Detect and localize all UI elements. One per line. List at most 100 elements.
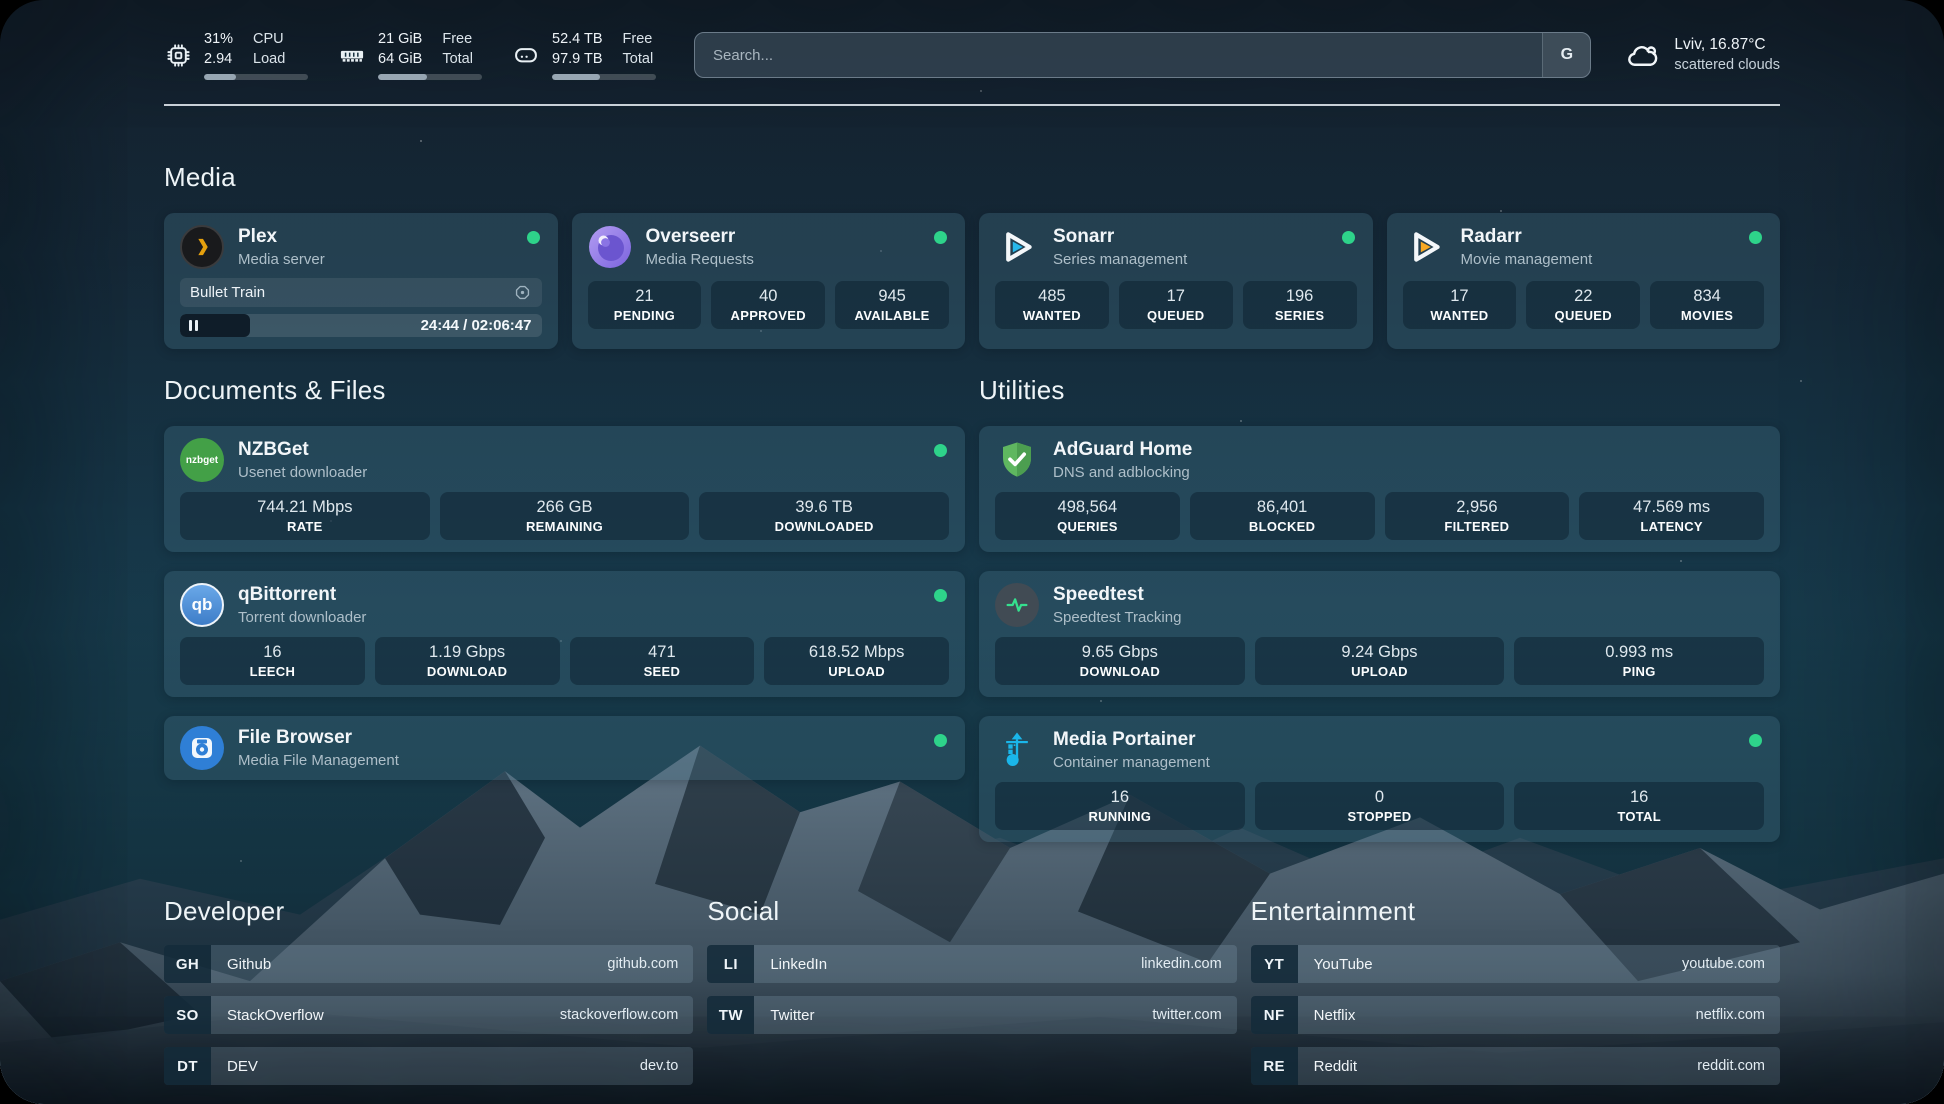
status-online-dot xyxy=(1341,231,1355,245)
bookmark-abbr: DT xyxy=(164,1047,211,1086)
filebrowser-card[interactable]: File Browser Media File Management xyxy=(164,716,965,781)
search-bar: G xyxy=(694,32,1592,79)
utilities-section-title: Utilities xyxy=(979,375,1065,406)
bookmark-linkedin[interactable]: LI LinkedIn linkedin.com xyxy=(707,945,1237,984)
stat-box: 16 RUNNING xyxy=(995,782,1245,831)
memory-progressbar xyxy=(378,74,482,81)
overseerr-card[interactable]: Overseerr Media Requests 21 PENDING 40 APP… xyxy=(571,213,965,350)
weather-condition: scattered clouds xyxy=(1674,56,1780,73)
stat-box: 471 SEED xyxy=(569,637,755,686)
developer-group: Developer GH Github github.com SO StackO… xyxy=(164,896,694,1098)
bookmark-url: stackoverflow.com xyxy=(559,1007,679,1024)
now-playing-title: Bullet Train xyxy=(190,284,266,302)
stat-box: 1.19 Gbps DOWNLOAD xyxy=(374,637,560,686)
memory-icon xyxy=(338,41,366,69)
memory-values: 21 GiB 64 GiB xyxy=(378,31,423,67)
playback-time: 24:44 / 02:06:47 xyxy=(420,317,532,335)
stat-box: 498,564 QUERIES xyxy=(995,492,1180,541)
cpu-stat: 31% 2.94 CPU Load xyxy=(164,30,308,81)
storage-stat: 52.4 TB 97.9 TB Free Total xyxy=(512,30,656,81)
search-engine-button[interactable]: G xyxy=(1542,33,1591,78)
radarr-card[interactable]: Radarr Movie management 17 WANTED 22 QUEUE… xyxy=(1386,213,1780,350)
stat-box: 196 SERIES xyxy=(1242,281,1357,330)
header-divider xyxy=(164,104,1780,107)
sonarr-icon xyxy=(995,225,1039,269)
filebrowser-icon xyxy=(180,726,224,771)
plex-card[interactable]: Plex Media server Bullet Train xyxy=(164,213,558,350)
app-subtitle: Torrent downloader xyxy=(238,609,367,627)
app-title: Radarr xyxy=(1460,226,1522,248)
speedtest-icon xyxy=(995,583,1039,628)
entertainment-group-title: Entertainment xyxy=(1250,896,1416,927)
app-subtitle: Speedtest Tracking xyxy=(1053,609,1182,627)
weather-widget: Lviv, 16.87°C scattered clouds xyxy=(1625,35,1780,75)
app-subtitle: Container management xyxy=(1053,754,1210,772)
bookmark-netflix[interactable]: NF Netflix netflix.com xyxy=(1250,996,1780,1035)
plex-icon xyxy=(180,225,224,270)
now-playing-row: Bullet Train xyxy=(180,278,542,308)
bookmark-twitter[interactable]: TW Twitter twitter.com xyxy=(707,996,1237,1035)
session-octagon-icon[interactable] xyxy=(513,283,532,302)
stat-box: 834 MOVIES xyxy=(1650,281,1764,330)
portainer-card[interactable]: Media Portainer Container management 16 R… xyxy=(979,716,1780,843)
social-group: Social LI LinkedIn linkedin.com TW Twitt… xyxy=(707,896,1237,1098)
nzbget-icon: nzbget xyxy=(180,438,224,483)
cpu-icon xyxy=(164,41,192,69)
qbittorrent-icon: qb xyxy=(180,583,224,628)
stat-box: 47.569 ms LATENCY xyxy=(1579,492,1764,541)
adguard-card[interactable]: AdGuard Home DNS and adblocking 498,564 Q… xyxy=(979,426,1780,553)
app-title: Plex xyxy=(238,226,278,248)
bookmark-reddit[interactable]: RE Reddit reddit.com xyxy=(1250,1047,1780,1086)
entertainment-group: Entertainment YT YouTube youtube.com NF … xyxy=(1250,896,1780,1098)
sonarr-card[interactable]: Sonarr Series management 485 WANTED 17 QUE… xyxy=(979,213,1373,350)
bookmark-github[interactable]: GH Github github.com xyxy=(164,945,694,984)
status-online-dot xyxy=(526,231,540,245)
stat-box: 16 LEECH xyxy=(180,637,365,686)
bookmark-abbr: LI xyxy=(707,945,755,984)
bookmark-stackoverflow[interactable]: SO StackOverflow stackoverflow.com xyxy=(164,996,694,1035)
bookmark-abbr: YT xyxy=(1250,945,1298,984)
social-group-title: Social xyxy=(707,896,780,927)
bookmark-name: Twitter xyxy=(770,1006,815,1024)
bookmark-name: DEV xyxy=(227,1057,258,1075)
speedtest-card[interactable]: Speedtest Speedtest Tracking 9.65 Gbps DO… xyxy=(979,571,1780,698)
memory-labels: Free Total xyxy=(442,31,473,67)
stat-box: 86,401 BLOCKED xyxy=(1189,492,1375,541)
weather-location-temp: Lviv, 16.87°C xyxy=(1674,35,1766,53)
bookmark-abbr: TW xyxy=(707,996,755,1035)
stat-box: 17 QUEUED xyxy=(1118,281,1233,330)
bookmark-dev[interactable]: DT DEV dev.to xyxy=(164,1047,694,1086)
app-title: qBittorrent xyxy=(238,584,337,606)
pause-icon[interactable] xyxy=(189,320,198,332)
media-section: Media Plex Media server Bullet T xyxy=(164,162,1780,350)
bookmark-url: netflix.com xyxy=(1695,1007,1765,1024)
app-title: Sonarr xyxy=(1053,226,1115,248)
qbittorrent-card[interactable]: qb qBittorrent Torrent downloader 16 LEEC… xyxy=(164,571,965,698)
bookmark-name: Netflix xyxy=(1313,1006,1356,1024)
bookmark-youtube[interactable]: YT YouTube youtube.com xyxy=(1250,945,1780,984)
portainer-icon xyxy=(995,728,1039,772)
app-subtitle: Media File Management xyxy=(238,752,399,770)
app-subtitle: Media Requests xyxy=(645,251,754,269)
search-input[interactable] xyxy=(695,33,1543,78)
app-title: Media Portainer xyxy=(1053,729,1196,751)
bookmark-url: reddit.com xyxy=(1697,1058,1765,1075)
bookmark-name: StackOverflow xyxy=(227,1006,324,1024)
bookmark-abbr: SO xyxy=(164,996,211,1035)
stat-box: 17 WANTED xyxy=(1402,281,1517,330)
stat-box: 39.6 TB DOWNLOADED xyxy=(699,492,949,541)
stat-box: 9.24 Gbps UPLOAD xyxy=(1254,637,1505,686)
overseerr-icon xyxy=(588,225,632,269)
playback-progressbar: 24:44 / 02:06:47 xyxy=(180,314,542,338)
system-stats: 31% 2.94 CPU Load xyxy=(164,30,656,81)
bookmark-name: Reddit xyxy=(1313,1057,1358,1075)
cpu-values: 31% 2.94 xyxy=(204,31,234,67)
app-title: NZBGet xyxy=(238,439,309,461)
bookmark-name: LinkedIn xyxy=(770,955,828,973)
stat-box: 0 STOPPED xyxy=(1254,782,1505,831)
nzbget-card[interactable]: nzbget NZBGet Usenet downloader 744.21 M… xyxy=(164,426,965,553)
stat-box: 945 AVAILABLE xyxy=(835,281,949,330)
app-subtitle: Media server xyxy=(238,251,325,269)
bookmark-url: linkedin.com xyxy=(1141,956,1222,973)
